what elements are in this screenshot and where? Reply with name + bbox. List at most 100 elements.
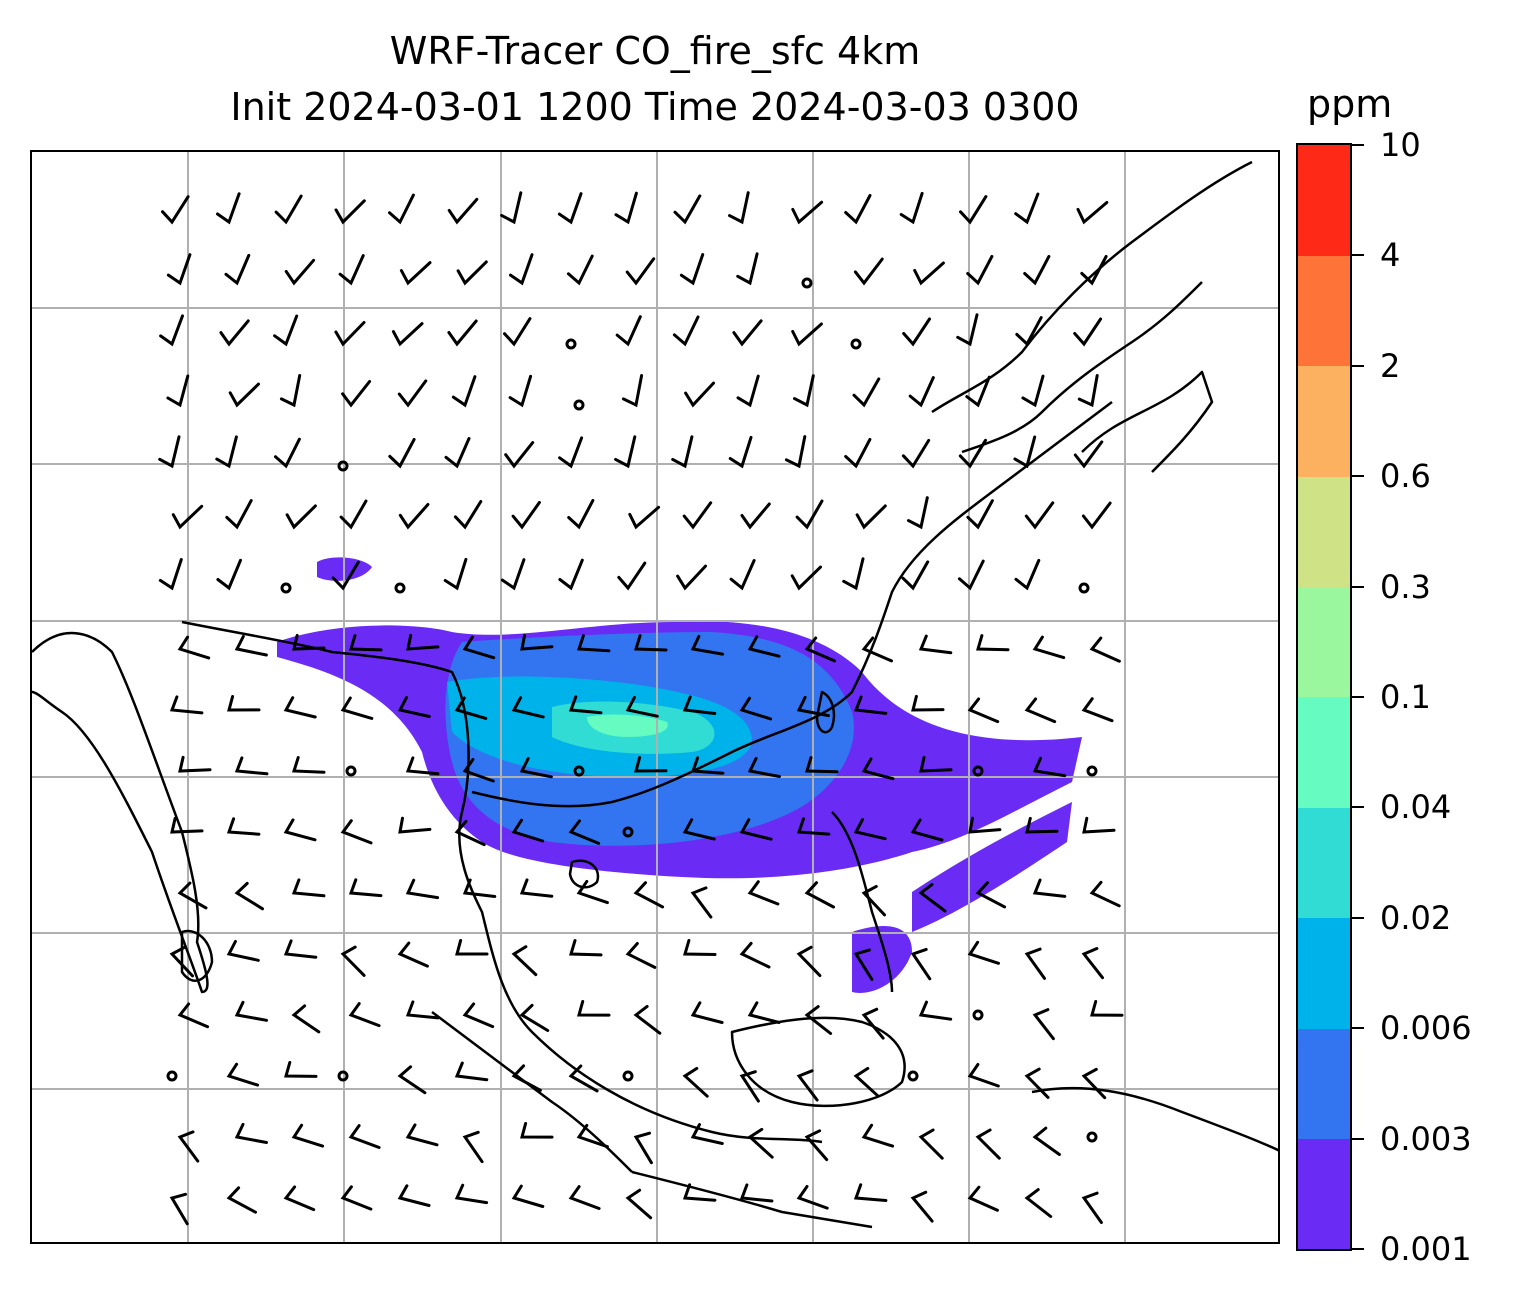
wind-barb xyxy=(729,559,756,591)
calm-wind-marker xyxy=(166,1070,178,1082)
wind-barb xyxy=(804,881,835,909)
wind-barb xyxy=(739,818,773,841)
wind-barb xyxy=(334,321,366,347)
wind-barb xyxy=(633,1004,662,1035)
wind-barb xyxy=(1032,878,1067,898)
wind-barb xyxy=(283,939,318,959)
wind-barb xyxy=(511,1184,545,1208)
wind-barb xyxy=(169,1192,189,1226)
wind-barb xyxy=(844,194,872,225)
wind-barb xyxy=(166,374,190,408)
wind-barb xyxy=(975,881,1007,909)
gridlines xyxy=(32,152,1278,1242)
wind-barb xyxy=(567,498,595,530)
wind-barb xyxy=(910,818,944,842)
wind-barb xyxy=(1073,317,1103,347)
wind-barb xyxy=(919,755,953,773)
wind-barb xyxy=(234,756,269,776)
wind-barb xyxy=(628,505,661,530)
wind-barb xyxy=(617,561,647,591)
colorbar-tick xyxy=(1352,254,1364,257)
wind-barb xyxy=(226,1062,260,1087)
wind-barb xyxy=(614,191,638,225)
wind-barb xyxy=(292,633,326,651)
wind-barb xyxy=(796,1069,819,1102)
wind-barb xyxy=(284,258,316,286)
wind-barb xyxy=(158,435,181,469)
wind-barb xyxy=(1032,756,1067,778)
map-title-line-1: WRF-Tracer CO_fire_sfc 4km xyxy=(389,29,921,73)
wind-barb xyxy=(558,436,584,469)
wind-barb xyxy=(625,942,657,969)
colorbar-tick xyxy=(1352,475,1364,478)
wind-barb xyxy=(500,558,526,591)
wind-barb xyxy=(568,1185,601,1210)
wind-barb xyxy=(1013,435,1037,469)
map-panel xyxy=(30,150,1280,1244)
wind-barb xyxy=(397,696,431,718)
wind-barb xyxy=(234,881,264,911)
wind-barb xyxy=(861,884,886,917)
wind-barb xyxy=(451,375,477,408)
wind-barb xyxy=(447,319,478,347)
wind-barb xyxy=(1024,501,1055,530)
coastline-korea-japan xyxy=(961,281,1203,454)
wind-barb xyxy=(406,633,440,651)
wind-barb xyxy=(1021,374,1045,408)
coastline-philippines xyxy=(831,811,894,993)
wind-barb xyxy=(520,633,554,651)
wind-barb xyxy=(447,197,479,225)
wind-barb xyxy=(956,313,979,347)
wind-barb xyxy=(291,756,326,774)
wind-barb xyxy=(1025,816,1059,834)
wind-barb xyxy=(462,1002,495,1029)
colorbar-segment xyxy=(1298,1028,1350,1140)
calm-wind-marker xyxy=(801,277,813,289)
wind-barb xyxy=(508,374,533,408)
wind-barb xyxy=(796,1185,829,1210)
wind-barb xyxy=(853,818,887,841)
wind-barb xyxy=(519,878,554,898)
wind-barb xyxy=(500,191,523,225)
wind-barb xyxy=(519,756,553,779)
wind-barb xyxy=(918,1128,944,1160)
wind-barb xyxy=(348,1002,381,1028)
wind-barb xyxy=(1080,255,1108,286)
colorbar-segment xyxy=(1298,586,1350,698)
wind-barb xyxy=(739,696,773,721)
wind-barb xyxy=(443,557,468,591)
wind-barb xyxy=(340,819,373,845)
wind-barb xyxy=(1014,558,1041,591)
wind-barb xyxy=(511,818,545,843)
wind-barb xyxy=(234,1000,268,1022)
wind-barb xyxy=(520,1122,554,1139)
wind-barb xyxy=(910,1190,934,1223)
wind-barb xyxy=(462,635,496,660)
wind-barb xyxy=(576,879,609,905)
calm-wind-marker xyxy=(1086,765,1098,777)
wind-barb xyxy=(739,1183,774,1203)
wind-barb xyxy=(576,634,611,653)
calm-wind-marker xyxy=(394,582,406,594)
wind-barb xyxy=(918,1000,953,1021)
wind-barb xyxy=(1023,254,1051,286)
wind-barb xyxy=(285,504,317,530)
wind-barb xyxy=(861,757,895,781)
wind-barb xyxy=(177,1002,210,1029)
colorbar-unit: ppm xyxy=(1307,82,1393,126)
wind-barb xyxy=(975,1128,1001,1160)
wind-barb xyxy=(1024,947,1046,980)
wind-barb xyxy=(957,559,985,591)
wind-barb xyxy=(511,1064,542,1092)
wind-barb xyxy=(747,756,781,778)
wind-barb xyxy=(1089,636,1121,663)
wind-barb xyxy=(739,941,771,969)
calm-wind-marker xyxy=(850,338,862,350)
calm-wind-marker xyxy=(972,1009,984,1021)
wind-barb xyxy=(169,945,194,978)
wind-barb xyxy=(739,1070,760,1103)
wind-barb xyxy=(855,504,887,530)
wind-barb xyxy=(728,435,753,469)
wind-barb xyxy=(348,878,383,898)
wind-barb xyxy=(625,1188,653,1220)
